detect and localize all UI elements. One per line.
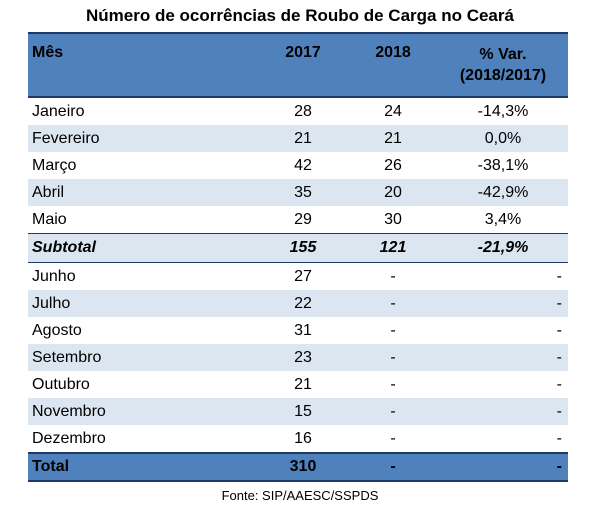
cell-2018: - bbox=[390, 321, 396, 339]
table-row: Agosto 31 - - bbox=[28, 317, 568, 344]
cell-var: -14,3% bbox=[477, 102, 529, 120]
cell-2017: 16 bbox=[294, 429, 312, 447]
data-table: Mês 2017 2018 % Var. (2018/2017) Janeiro… bbox=[28, 32, 568, 482]
cell-2017: 21 bbox=[294, 375, 312, 393]
header-var: % Var. (2018/2017) bbox=[438, 34, 568, 96]
cell-mes: Total bbox=[32, 458, 70, 475]
cell-var: - bbox=[556, 348, 562, 366]
cell-2018: - bbox=[390, 348, 396, 366]
cell-2018: 26 bbox=[384, 156, 402, 174]
table-row: Novembro 15 - - bbox=[28, 398, 568, 425]
cell-var: - bbox=[556, 429, 562, 447]
cell-mes: Dezembro bbox=[32, 429, 106, 447]
cell-2017: 27 bbox=[294, 267, 312, 285]
cell-mes: Fevereiro bbox=[32, 129, 100, 147]
cell-mes: Subtotal bbox=[32, 239, 96, 256]
cell-2017: 21 bbox=[294, 129, 312, 147]
cell-var: 3,4% bbox=[484, 210, 522, 228]
cell-var: 0,0% bbox=[484, 129, 522, 147]
cell-var: - bbox=[556, 267, 562, 285]
cell-mes: Agosto bbox=[32, 321, 82, 339]
subtotal-row: Subtotal 155 121 -21,9% bbox=[28, 233, 568, 263]
table-header: Mês 2017 2018 % Var. (2018/2017) bbox=[28, 32, 568, 98]
cell-2018: - bbox=[390, 402, 396, 420]
cell-2018: 30 bbox=[384, 210, 402, 228]
cell-var: - bbox=[556, 321, 562, 339]
header-var-line1: % Var. bbox=[479, 46, 527, 63]
cell-2018: - bbox=[390, 458, 396, 475]
cell-2018: - bbox=[390, 267, 396, 285]
cell-mes: Outubro bbox=[32, 375, 90, 393]
table-row: Março 42 26 -38,1% bbox=[28, 152, 568, 179]
cell-mes: Janeiro bbox=[32, 102, 85, 120]
cell-2018: 24 bbox=[384, 102, 402, 120]
cell-2017: 23 bbox=[294, 348, 312, 366]
cell-var: -21,9% bbox=[477, 239, 529, 256]
cell-2018: - bbox=[390, 429, 396, 447]
cell-var: -42,9% bbox=[477, 183, 529, 201]
table-row: Abril 35 20 -42,9% bbox=[28, 179, 568, 206]
cell-2017: 28 bbox=[294, 102, 312, 120]
cell-var: - bbox=[556, 294, 562, 312]
cell-2017: 42 bbox=[294, 156, 312, 174]
header-2018: 2018 bbox=[375, 44, 411, 61]
table-row: Setembro 23 - - bbox=[28, 344, 568, 371]
table-row: Julho 22 - - bbox=[28, 290, 568, 317]
cell-mes: Julho bbox=[32, 294, 71, 312]
cell-2017: 155 bbox=[289, 239, 317, 256]
cell-var: - bbox=[556, 402, 562, 420]
table-row: Junho 27 - - bbox=[28, 263, 568, 290]
cell-2017: 310 bbox=[289, 458, 317, 475]
cell-2018: 21 bbox=[384, 129, 402, 147]
cell-2017: 15 bbox=[294, 402, 312, 420]
source-footnote: Fonte: SIP/AAESC/SSPDS bbox=[221, 488, 379, 503]
cell-2018: - bbox=[390, 294, 396, 312]
cell-2017: 29 bbox=[294, 210, 312, 228]
cell-mes: Abril bbox=[32, 183, 65, 201]
table-row: Maio 29 30 3,4% bbox=[28, 206, 568, 233]
table-row: Dezembro 16 - - bbox=[28, 425, 568, 452]
table-row: Janeiro 28 24 -14,3% bbox=[28, 98, 568, 125]
cell-mes: Junho bbox=[32, 267, 76, 285]
cell-mes: Setembro bbox=[32, 348, 102, 366]
total-row: Total 310 - - bbox=[28, 452, 568, 482]
table-row: Outubro 21 - - bbox=[28, 371, 568, 398]
cell-var: - bbox=[556, 375, 562, 393]
cell-2017: 35 bbox=[294, 183, 312, 201]
table-title: Número de ocorrências de Roubo de Carga … bbox=[86, 6, 514, 25]
cell-2017: 22 bbox=[294, 294, 312, 312]
header-var-line2: (2018/2017) bbox=[459, 67, 547, 84]
cell-var: - bbox=[556, 458, 562, 475]
header-2017: 2017 bbox=[285, 44, 321, 61]
cell-2018: 20 bbox=[384, 183, 402, 201]
cell-2018: 121 bbox=[379, 239, 407, 256]
cell-2017: 31 bbox=[294, 321, 312, 339]
cell-2018: - bbox=[390, 375, 396, 393]
cell-mes: Novembro bbox=[32, 402, 106, 420]
cell-mes: Março bbox=[32, 156, 77, 174]
cell-mes: Maio bbox=[32, 210, 67, 228]
table-row: Fevereiro 21 21 0,0% bbox=[28, 125, 568, 152]
cell-var: -38,1% bbox=[477, 156, 529, 174]
header-mes: Mês bbox=[32, 44, 64, 61]
